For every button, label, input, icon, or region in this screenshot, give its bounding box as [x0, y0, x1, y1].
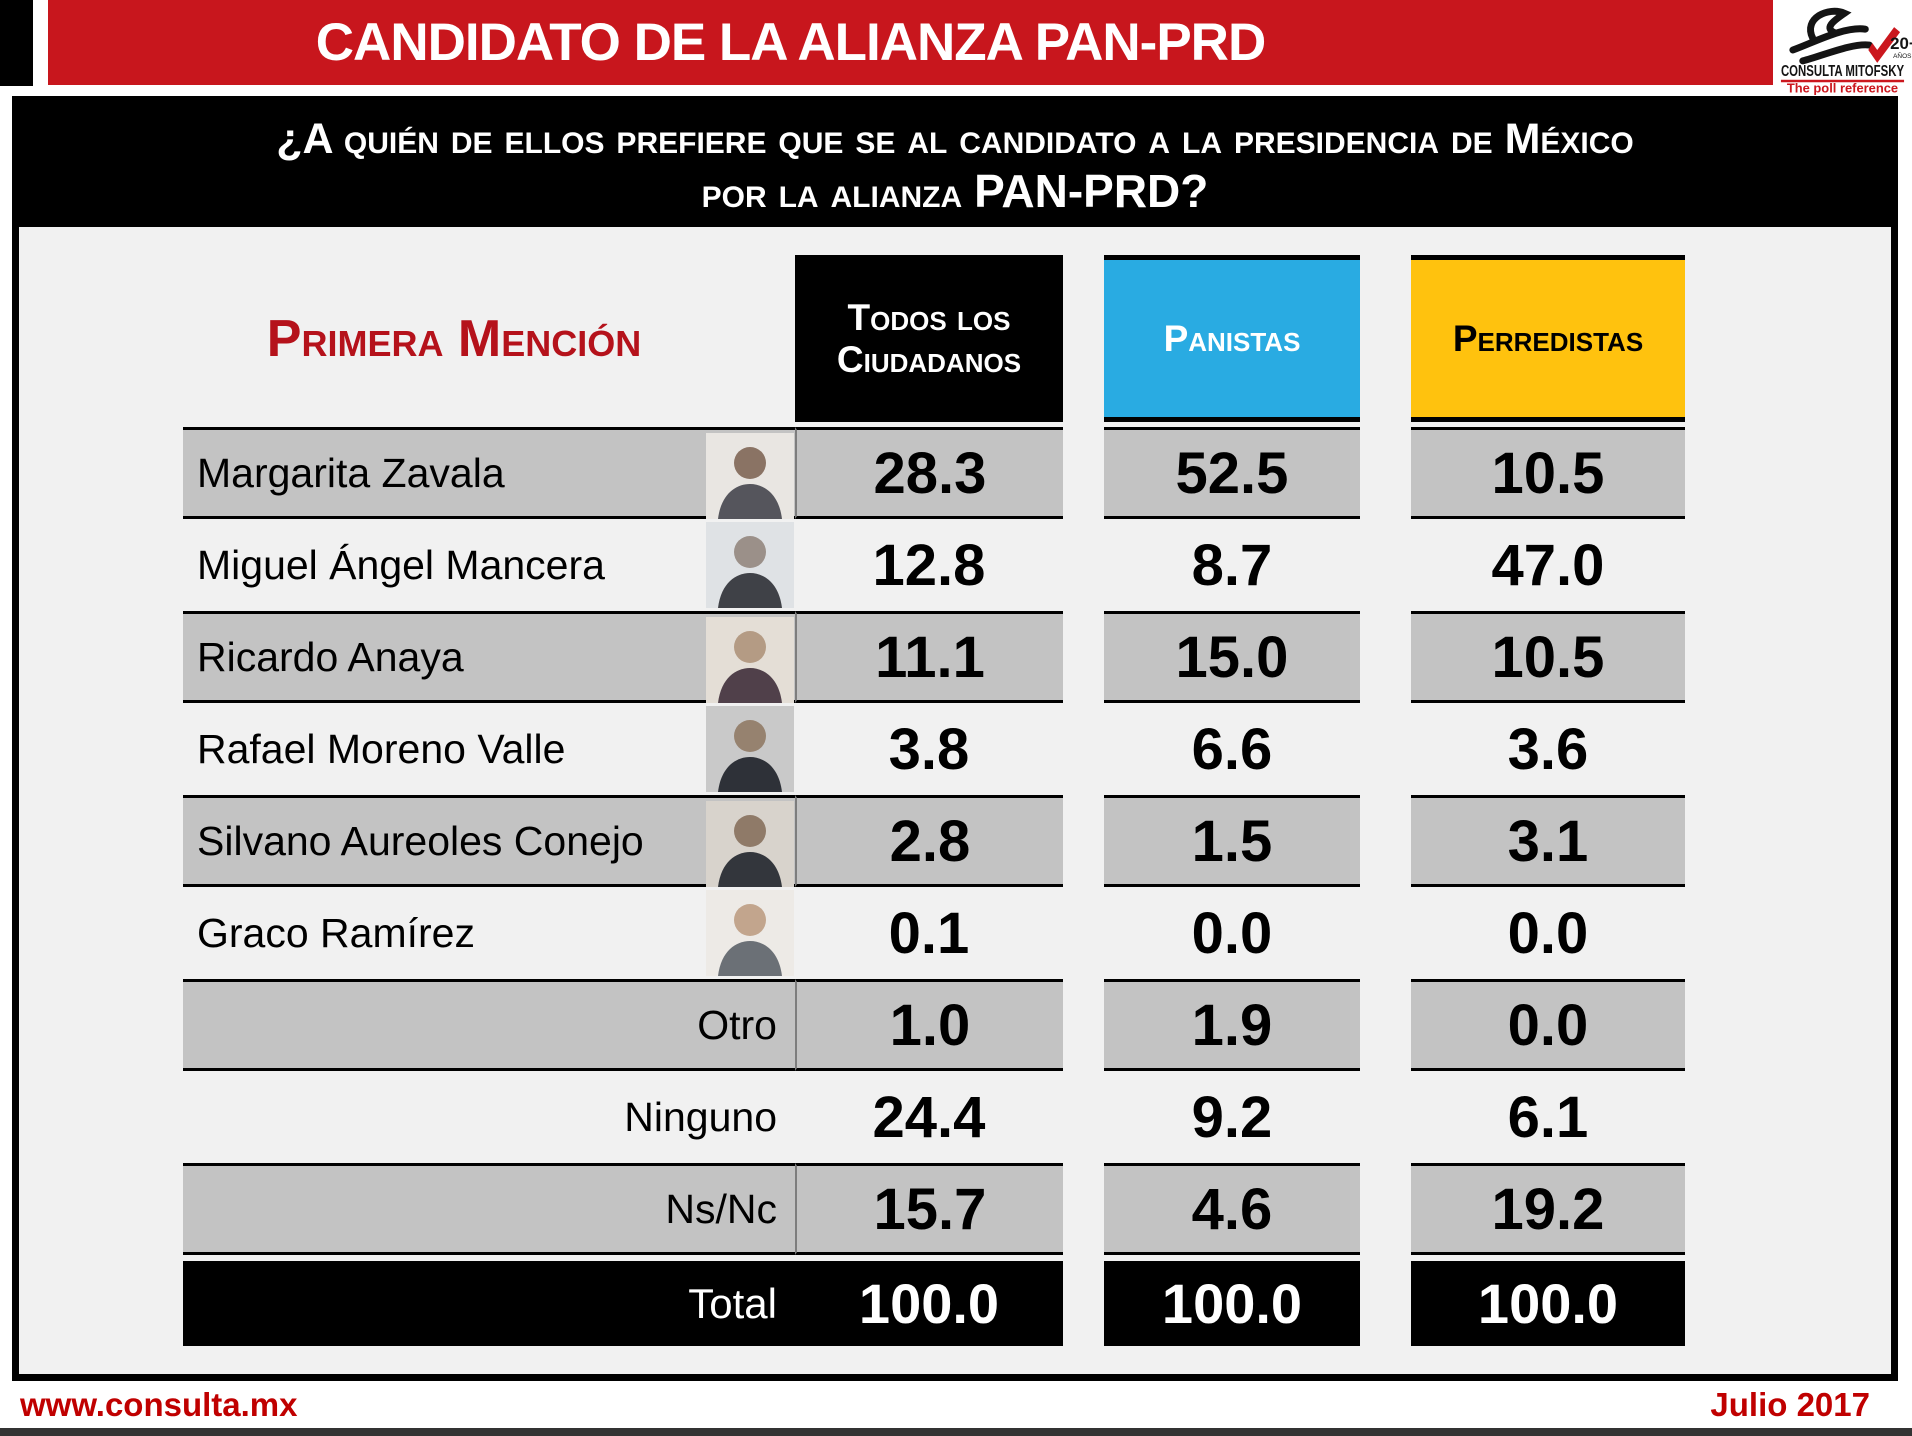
title-corner-block — [0, 0, 33, 86]
check-icon — [1868, 27, 1901, 63]
table-header-row: Primera Mención Todos los Ciudadanos Pan… — [183, 255, 1891, 422]
value-panistas: 0.0 — [1191, 900, 1273, 966]
value-panistas: 15.0 — [1104, 611, 1360, 703]
value-todos: 12.8 — [872, 532, 986, 598]
value-perredistas: 6.1 — [1507, 1084, 1589, 1150]
value-todos: 3.8 — [888, 716, 970, 782]
table-row: Rafael Moreno Valle 3.8 6.6 3.6 — [183, 703, 1891, 795]
candidate-name: Miguel Ángel Mancera — [197, 541, 605, 588]
table-row: Graco Ramírez 0.1 0.0 0.0 — [183, 887, 1891, 979]
candidate-photo — [706, 617, 794, 703]
candidate-name: Margarita Zavala — [197, 449, 505, 496]
total-perredistas: 100.0 — [1411, 1261, 1685, 1346]
value-perredistas: 19.2 — [1411, 1163, 1685, 1255]
candidate-photo — [706, 706, 794, 792]
candidate-photo — [706, 801, 794, 887]
column-header-perredistas: Perredistas — [1411, 255, 1685, 422]
row-label-otro: Otro — [697, 1001, 777, 1048]
value-panistas: 8.7 — [1191, 532, 1273, 598]
logo-badge: 20+ — [1890, 34, 1912, 53]
question-line-2: por la alianza PAN-PRD? — [701, 165, 1209, 217]
value-todos: 0.1 — [888, 900, 970, 966]
primera-mencion-title: Primera Mención — [266, 309, 642, 368]
value-perredistas: 0.0 — [1411, 979, 1685, 1071]
logo-tagline: The poll reference — [1787, 81, 1898, 96]
value-panistas: 6.6 — [1191, 716, 1273, 782]
candidate-photo — [706, 522, 794, 608]
mitofsky-logo-graphic: 20+ AÑOS CONSULTA MITOFSKY The poll refe… — [1780, 7, 1912, 96]
value-perredistas: 10.5 — [1411, 427, 1685, 519]
mitofsky-logo: 20+ AÑOS CONSULTA MITOFSKY The poll refe… — [1773, 0, 1912, 96]
title-bar: CANDIDATO DE LA ALIANZA PAN-PRD — [48, 0, 1773, 85]
table-row: Ninguno 24.4 9.2 6.1 — [183, 1071, 1891, 1163]
table-row: Miguel Ángel Mancera 12.8 8.7 47.0 — [183, 519, 1891, 611]
logo-badge-sub: AÑOS — [1893, 51, 1911, 60]
row-label-nsnc: Ns/Nc — [665, 1185, 777, 1232]
footer-website: www.consulta.mx — [20, 1386, 298, 1423]
total-todos: 100.0 — [858, 1272, 1000, 1335]
value-perredistas: 3.6 — [1507, 716, 1589, 782]
candidate-photo — [706, 890, 794, 976]
value-panistas: 9.2 — [1191, 1084, 1273, 1150]
value-todos: 24.4 — [872, 1084, 986, 1150]
question-box: ¿A quién de ellos prefiere que se al can… — [19, 103, 1891, 227]
value-panistas: 4.6 — [1104, 1163, 1360, 1255]
value-panistas: 1.5 — [1104, 795, 1360, 887]
question-line-1: ¿A quién de ellos prefiere que se al can… — [276, 115, 1634, 163]
total-panistas: 100.0 — [1104, 1261, 1360, 1346]
value-todos: 2.8 — [795, 795, 1063, 887]
table-row: Ricardo Anaya 11.1 15.0 10.5 — [183, 611, 1891, 703]
logo-brand: CONSULTA MITOFSKY — [1781, 63, 1904, 80]
row-header-title-cell: Primera Mención — [183, 255, 795, 422]
value-todos: 11.1 — [795, 611, 1063, 703]
total-row: Total 100.0 100.0 100.0 — [183, 1261, 1891, 1346]
table-row: Ns/Nc 15.7 4.6 19.2 — [183, 1163, 1891, 1255]
column-header-panistas: Panistas — [1104, 255, 1360, 422]
table-row: Silvano Aureoles Conejo 2.8 1.5 3.1 — [183, 795, 1891, 887]
value-perredistas: 0.0 — [1507, 900, 1589, 966]
value-todos: 1.0 — [795, 979, 1063, 1071]
page-title: CANDIDATO DE LA ALIANZA PAN-PRD — [315, 13, 1266, 72]
table-row: Margarita Zavala 28.3 52.5 10.5 — [183, 427, 1891, 519]
poll-panel: ¿A quién de ellos prefiere que se al can… — [12, 96, 1898, 1381]
value-panistas: 1.9 — [1104, 979, 1360, 1071]
table-body: Margarita Zavala 28.3 52.5 10.5 Miguel Á… — [183, 427, 1891, 1255]
value-todos: 15.7 — [795, 1163, 1063, 1255]
candidate-name: Graco Ramírez — [197, 909, 475, 956]
value-todos: 28.3 — [795, 427, 1063, 519]
candidate-photo — [706, 433, 794, 519]
candidate-name: Silvano Aureoles Conejo — [197, 817, 644, 864]
candidate-name: Rafael Moreno Valle — [197, 725, 566, 772]
footer: www.consulta.mx Julio 2017 — [0, 1382, 1912, 1428]
row-label-ninguno: Ninguno — [624, 1093, 777, 1140]
footer-date: Julio 2017 — [1710, 1386, 1870, 1423]
candidate-name: Ricardo Anaya — [197, 633, 464, 680]
question-alliance: PAN-PRD? — [974, 165, 1209, 217]
table-row: Otro 1.0 1.9 0.0 — [183, 979, 1891, 1071]
value-perredistas: 3.1 — [1411, 795, 1685, 887]
value-perredistas: 10.5 — [1411, 611, 1685, 703]
bottom-bar — [0, 1428, 1912, 1436]
value-panistas: 52.5 — [1104, 427, 1360, 519]
column-header-todos-los-ciudadanos: Todos los Ciudadanos — [795, 255, 1063, 422]
total-label: Total — [688, 1279, 777, 1327]
value-perredistas: 47.0 — [1491, 532, 1605, 598]
